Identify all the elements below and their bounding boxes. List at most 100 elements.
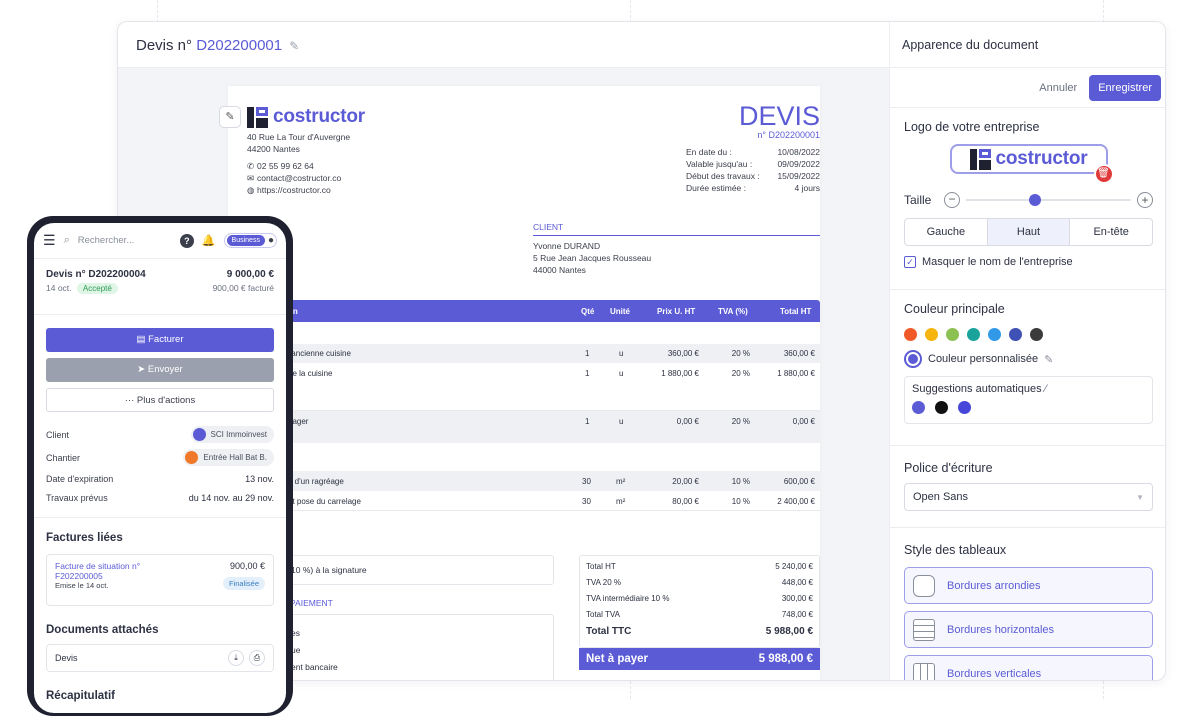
edit-pencil-icon[interactable]: ✎ xyxy=(1044,353,1053,366)
edit-pencil-icon[interactable]: ✎ xyxy=(289,39,299,53)
horizontal-borders-icon xyxy=(913,619,935,641)
site-chip[interactable]: Entrée Hall Bat B. xyxy=(183,449,274,466)
custom-color-row[interactable]: Couleur personnalisée ✎ xyxy=(904,350,1153,368)
logo-mark-icon xyxy=(970,149,991,170)
panel-title: Apparence du document xyxy=(890,22,1166,68)
row-price: 80,00 € xyxy=(672,497,699,506)
panel-actions: Annuler Enregistrer xyxy=(890,68,1166,108)
hide-name-row: ✓ Masquer le nom de l'entreprise xyxy=(904,256,1153,268)
row-designation: l'ancienne cuisine xyxy=(288,349,351,358)
bell-icon[interactable]: 🔔 xyxy=(202,234,216,247)
row-total: 600,00 € xyxy=(784,477,815,486)
table-style-vertical[interactable]: Bordures verticales xyxy=(904,655,1153,681)
table-row: n d'un ragréage 30 m² 20,00 € 10 % 600,0… xyxy=(228,471,820,491)
mail-icon: ✉ xyxy=(247,172,257,184)
swatch-blue[interactable] xyxy=(988,328,1001,341)
detail-label: Client xyxy=(46,430,69,440)
invoice-card[interactable]: Facture de situation n° F202200005 Emise… xyxy=(46,554,274,606)
swatch-indigo[interactable] xyxy=(1009,328,1022,341)
total-label: TVA intermédiaire 10 % xyxy=(586,594,669,610)
suggestion-swatch[interactable] xyxy=(958,401,971,414)
quote-title-label: Devis n° xyxy=(136,37,192,54)
swatch-orange[interactable] xyxy=(904,328,917,341)
status-badge: Accepté xyxy=(77,283,118,294)
magic-wand-icon: ⁄ xyxy=(1045,383,1047,395)
quote-number[interactable]: D202200001 xyxy=(196,37,282,54)
send-icon: ➤ xyxy=(137,364,145,375)
custom-color-label: Couleur personnalisée xyxy=(928,353,1038,365)
invoice-button[interactable]: ▤ Facturer xyxy=(46,328,274,352)
download-icon[interactable]: ⤓ xyxy=(228,650,244,666)
plus-icon[interactable]: + xyxy=(1137,192,1153,208)
appearance-panel: Apparence du document Annuler Enregistre… xyxy=(889,22,1166,681)
swatch-yellow[interactable] xyxy=(925,328,938,341)
site-avatar xyxy=(185,451,198,464)
client-label: CLIENT xyxy=(533,222,820,236)
position-left-option[interactable]: Gauche xyxy=(905,219,988,245)
swatch-green[interactable] xyxy=(946,328,959,341)
position-top-option[interactable]: Haut xyxy=(988,219,1071,245)
date-label: Valable jusqu'au : xyxy=(686,158,752,170)
suggestion-swatch[interactable] xyxy=(912,401,925,414)
contact-list: ✆02 55 99 62 64 ✉contact@costructor.co ◍… xyxy=(247,160,365,196)
row-price: 1 880,00 € xyxy=(661,369,699,378)
client-chip[interactable]: SCI Immoinvest xyxy=(191,426,274,443)
invoice-button-label: Facturer xyxy=(148,334,183,345)
payment-method: ue xyxy=(291,642,553,659)
position-header-option[interactable]: En-tête xyxy=(1070,219,1152,245)
table-style-horizontal[interactable]: Bordures horizontales xyxy=(904,611,1153,648)
custom-color-selector[interactable] xyxy=(904,350,922,368)
hide-name-checkbox[interactable]: ✓ xyxy=(904,256,916,268)
quote-actions: ▤ Facturer ➤ Envoyer ··· Plus d'actions xyxy=(34,315,286,423)
total-value: 448,00 € xyxy=(782,578,813,594)
menu-icon[interactable]: ☰ xyxy=(43,232,56,249)
detail-label: Date d'expiration xyxy=(46,474,113,484)
more-actions-button[interactable]: ··· Plus d'actions xyxy=(46,388,274,412)
row-unit: u xyxy=(619,349,623,358)
swatch-teal[interactable] xyxy=(967,328,980,341)
font-select[interactable]: Open Sans ▼ xyxy=(904,483,1153,511)
address-line: 40 Rue La Tour d'Auvergne xyxy=(247,131,365,143)
swatch-dark[interactable] xyxy=(1030,328,1043,341)
row-total: 0,00 € xyxy=(793,417,815,426)
date-label: Début des travaux : xyxy=(686,170,760,182)
size-slider[interactable] xyxy=(966,199,1131,201)
quote-details: Client SCI Immoinvest Chantier Entrée Ha… xyxy=(34,423,286,507)
size-label: Taille xyxy=(904,193,938,207)
invoice-icon: ▤ xyxy=(137,334,146,345)
linked-invoices-section: Factures liées Facture de situation n° F… xyxy=(34,517,286,606)
send-button-label: Envoyer xyxy=(148,364,183,375)
row-designation: de la cuisine xyxy=(288,369,332,378)
invoiced-amount: 900,00 € facturé xyxy=(213,283,274,293)
client-city: 44000 Nantes xyxy=(533,264,820,276)
table-row: l'ancienne cuisine 1 u 360,00 € 20 % 360… xyxy=(228,344,820,363)
minus-icon[interactable]: − xyxy=(944,192,960,208)
detail-value: du 14 nov. au 29 nov. xyxy=(189,493,274,503)
save-button[interactable]: Enregistrer xyxy=(1089,75,1161,101)
slider-knob[interactable] xyxy=(1029,194,1041,206)
chevron-down-icon: ▼ xyxy=(1136,493,1144,502)
attachments-section: Documents attachés Devis ⤓ ⎙ xyxy=(34,606,286,672)
quote-date: 14 oct. xyxy=(46,283,72,293)
edit-logo-button[interactable]: ✎ xyxy=(219,106,241,128)
table-style-rounded[interactable]: Bordures arrondies xyxy=(904,567,1153,604)
logo-preview[interactable]: costructor 🗑 xyxy=(950,144,1108,174)
search-input[interactable]: Rechercher... xyxy=(78,235,172,246)
attachment-row[interactable]: Devis ⤓ ⎙ xyxy=(46,644,274,672)
net-value: 5 988,00 € xyxy=(759,653,813,665)
contact-email: contact@costructor.co xyxy=(257,173,341,183)
color-section: Couleur principale Couleur personnalisée… xyxy=(890,290,1166,446)
row-designation: et pose du carrelage xyxy=(288,497,361,506)
send-button[interactable]: ➤ Envoyer xyxy=(46,358,274,382)
detail-row: Date d'expiration 13 nov. xyxy=(46,469,274,488)
trash-icon[interactable]: 🗑 xyxy=(1094,164,1114,184)
account-menu[interactable]: Business ● xyxy=(224,233,277,248)
cancel-button[interactable]: Annuler xyxy=(1039,82,1077,94)
client-address: 5 Rue Jean Jacques Rousseau xyxy=(533,252,820,264)
total-label: Total HT xyxy=(586,562,616,578)
row-vat: 20 % xyxy=(732,349,750,358)
suggestion-swatch[interactable] xyxy=(935,401,948,414)
help-icon[interactable]: ? xyxy=(180,234,194,248)
print-icon[interactable]: ⎙ xyxy=(249,650,265,666)
attachment-name: Devis xyxy=(55,653,78,663)
